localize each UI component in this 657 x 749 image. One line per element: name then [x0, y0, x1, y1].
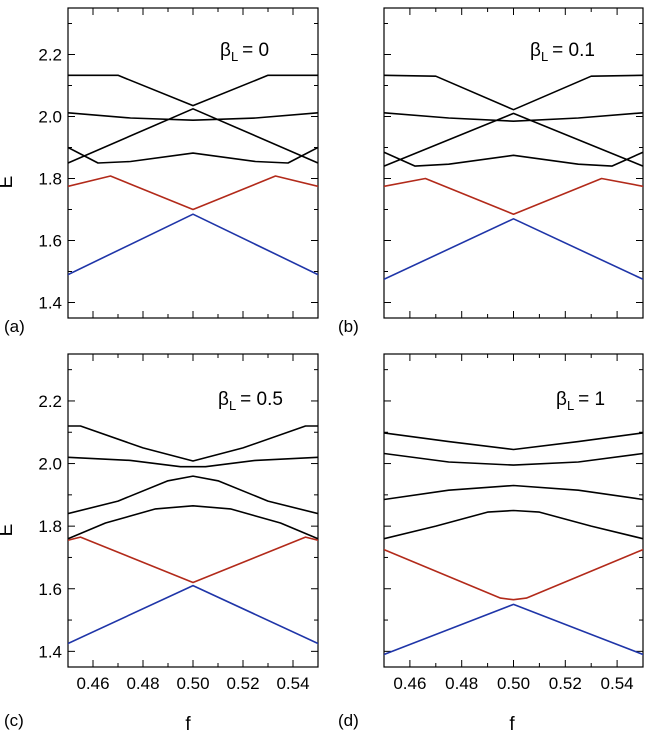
series-band3	[384, 509, 643, 540]
y-axis-label: E	[0, 524, 17, 537]
series-band3a	[384, 151, 643, 167]
series-band6	[68, 425, 318, 462]
series-band5	[68, 74, 318, 107]
series-band2	[384, 548, 643, 601]
panel-title: βL = 1	[556, 389, 605, 413]
y-tick-label: 1.6	[38, 580, 62, 599]
beta-symbol: β	[530, 40, 541, 61]
plot-frame	[383, 7, 644, 319]
series-band4	[68, 112, 318, 121]
panel-b: (b) βL = 0.1	[338, 7, 644, 336]
beta-subscript: L	[567, 398, 574, 413]
x-tick-label: 0.54	[601, 674, 634, 693]
x-tick-label: 0.48	[445, 674, 478, 693]
panel-label: (c)	[4, 711, 24, 730]
x-tick-label: 0.52	[549, 674, 582, 693]
x-axis-label: f	[509, 714, 515, 735]
beta-value: = 0.1	[552, 40, 595, 61]
series-band4	[68, 475, 318, 515]
panel-label: (a)	[4, 317, 25, 336]
series-band2	[68, 536, 318, 584]
series-band3a	[68, 146, 318, 164]
y-axis-label: E	[0, 176, 17, 189]
x-axis-label: f	[185, 714, 191, 735]
series-band3b	[384, 112, 643, 167]
x-tick-label: 0.48	[126, 674, 159, 693]
series-band3	[68, 504, 318, 540]
x-tick-label: 0.54	[276, 674, 309, 693]
panel-c: 1.4 1.6 1.8 2.0 2.2 0.46 0.48 0.50 0.52 0.54 Ef (c)…	[0, 353, 319, 735]
y-tick-label: 2.2	[38, 46, 62, 65]
beta-value: = 0.5	[240, 389, 283, 410]
beta-symbol: β	[218, 389, 229, 410]
series-band5	[68, 456, 318, 468]
panel-label: (b)	[338, 317, 359, 336]
x-tick-label: 0.50	[497, 674, 530, 693]
beta-subscript: L	[229, 398, 236, 413]
y-tick-label: 2.0	[38, 108, 62, 127]
beta-symbol: β	[556, 389, 567, 410]
beta-subscript: L	[231, 49, 238, 64]
x-tick-label: 0.46	[76, 674, 109, 693]
x-tick-label: 0.46	[393, 674, 426, 693]
panel-title: βL = 0.5	[218, 389, 283, 413]
x-tick-label: 0.52	[226, 674, 259, 693]
x-tick-label: 0.50	[176, 674, 209, 693]
series-band5	[384, 74, 643, 111]
beta-subscript: L	[541, 49, 548, 64]
series-band3b	[68, 108, 318, 164]
y-tick-label: 1.8	[38, 517, 62, 536]
series-band1	[68, 584, 318, 645]
y-tick-label: 1.4	[38, 642, 62, 661]
beta-value: = 1	[578, 389, 605, 410]
series-band4	[384, 484, 643, 501]
beta-value: = 0	[242, 40, 269, 61]
series-band1	[384, 603, 643, 656]
series-band6	[384, 432, 643, 451]
panel-a: 1.4 1.6 1.8 2.0 2.2 E (a) βL = 0	[0, 7, 319, 336]
series-band5	[384, 452, 643, 466]
beta-symbol: β	[220, 40, 231, 61]
panel-title: βL = 0.1	[530, 40, 595, 64]
y-tick-label: 1.4	[38, 294, 62, 313]
series-band2	[68, 175, 318, 211]
series-band1	[384, 218, 643, 281]
panel-d: 0.46 0.48 0.50 0.52 0.54 f (d) βL = 1	[338, 353, 644, 735]
y-tick-label: 2.0	[38, 455, 62, 474]
panel-label: (d)	[338, 711, 359, 730]
y-tick-label: 1.8	[38, 170, 62, 189]
series-band1	[68, 213, 318, 276]
y-tick-label: 1.6	[38, 232, 62, 251]
series-band2	[384, 177, 643, 215]
panel-title: βL = 0	[220, 40, 269, 64]
y-tick-label: 2.2	[38, 392, 62, 411]
series-band4	[384, 112, 643, 122]
